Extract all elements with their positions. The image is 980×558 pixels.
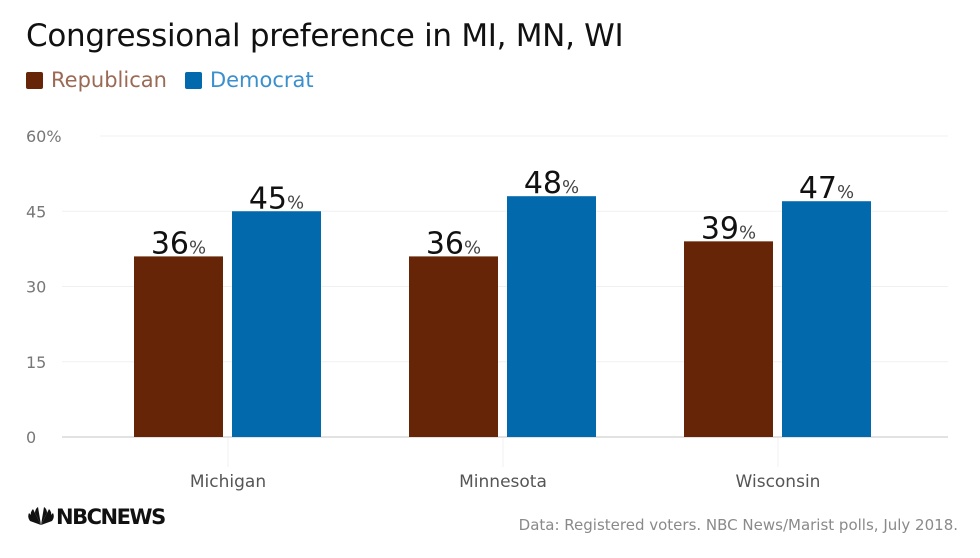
chart-title: Congressional preference in MI, MN, WI [26,18,624,54]
y-tick-label-0: 0 [26,428,36,447]
data-label-republican-wisconsin: 39% [701,211,756,246]
nbc-news-logo: NBCNEWS [26,505,166,529]
legend-item-republican: Republican [26,68,167,92]
data-label-democrat-minnesota: 48% [524,166,579,201]
x-tick-label-minnesota: Minnesota [459,472,547,492]
bar-republican-minnesota [409,256,498,437]
legend-item-democrat: Democrat [184,68,314,92]
x-tick-label-wisconsin: Wisconsin [736,472,821,492]
y-tick-label-45: 45 [26,202,46,221]
bar-democrat-michigan [232,211,321,437]
data-label-republican-michigan: 36% [151,226,206,261]
bar-democrat-wisconsin [782,201,871,437]
bar-democrat-minnesota [507,196,596,437]
bar-republican-wisconsin [684,241,773,437]
x-tick-label-michigan: Michigan [190,472,266,492]
legend: Republican Democrat [26,68,332,92]
y-tick-label-30: 30 [26,278,46,297]
legend-swatch-democrat [184,71,202,89]
legend-swatch-republican [26,71,43,89]
data-label-democrat-wisconsin: 47% [799,171,854,206]
data-label-democrat-michigan: 45% [249,181,304,216]
data-label-republican-minnesota: 36% [426,226,481,261]
legend-label-democrat: Democrat [209,68,314,92]
peacock-icon [28,507,54,525]
bar-republican-michigan [134,256,223,437]
brand-wordmark: NBCNEWS [56,505,166,529]
legend-label-republican: Republican [51,68,167,92]
y-tick-label-15: 15 [26,353,46,372]
source-note: Data: Registered voters. NBC News/Marist… [518,516,958,534]
y-tick-label-60: 60% [26,127,62,146]
